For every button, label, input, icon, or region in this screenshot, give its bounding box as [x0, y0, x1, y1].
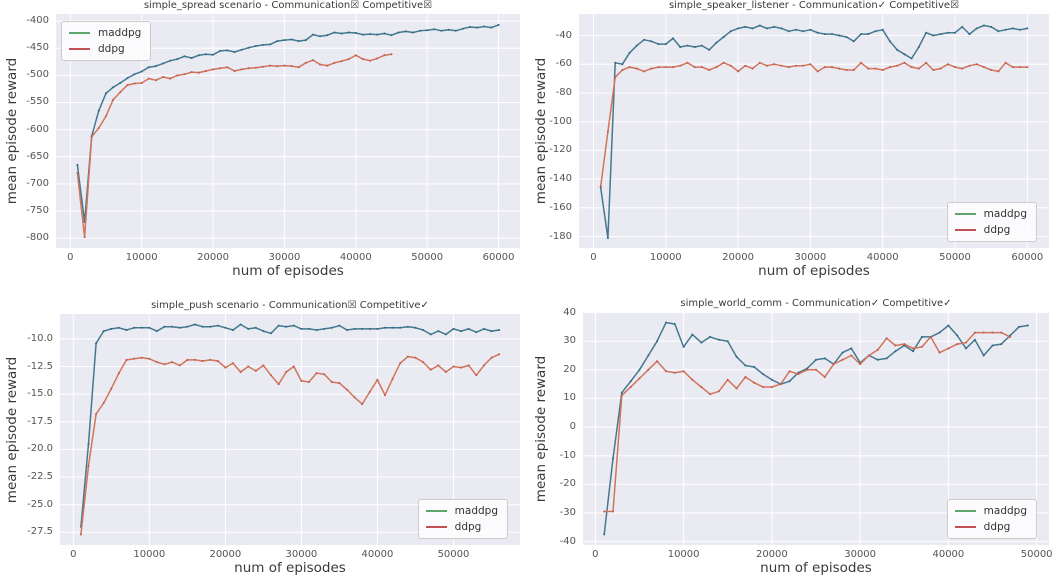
y-tick-label: 30 [563, 335, 576, 347]
legend-entry-ddpg: ddpg [954, 521, 1027, 533]
y-tick-label: -450 [26, 42, 49, 54]
x-axis-label: num of episodes [234, 560, 346, 576]
y-tick-label: -180 [549, 230, 572, 242]
x-tick-label: 40000 [339, 252, 372, 263]
legend-entry-ddpg: ddpg [954, 224, 1027, 236]
x-tick-label: 10000 [125, 252, 158, 263]
y-tick-label: 40 [563, 306, 576, 318]
legend-label-ddpg: ddpg [983, 224, 1011, 236]
x-tick-label: 50000 [939, 252, 971, 263]
y-tick-label: -40 [555, 29, 572, 41]
x-tick-label: 50000 [411, 252, 444, 263]
legend-label-maddpg: maddpg [98, 27, 142, 39]
legend-entry-maddpg: maddpg [954, 505, 1027, 517]
y-tick-label: -750 [26, 205, 49, 217]
maddpg-line-swatch [954, 510, 976, 512]
chart-title: simple_spread scenario - Communication☒ … [143, 0, 433, 11]
maddpg-line-swatch [954, 213, 976, 215]
legend-entry-maddpg: maddpg [425, 505, 498, 517]
x-tick-label: 10000 [667, 549, 700, 560]
x-tick-label: 0 [590, 252, 597, 263]
y-axis-label: mean episode reward [533, 355, 549, 502]
chart-title: simple_speaker_listener - Communication✓… [668, 0, 960, 11]
y-tick-label: -800 [26, 232, 49, 244]
legend: maddpg ddpg [417, 499, 508, 539]
ddpg-line-swatch [69, 48, 90, 50]
x-tick-label: 20000 [197, 252, 229, 263]
x-tick-label: 30000 [844, 549, 877, 560]
y-axis-label: mean episode reward [533, 57, 549, 205]
legend-label-maddpg: maddpg [983, 505, 1027, 517]
legend-label-maddpg: maddpg [454, 505, 498, 517]
legend-label-maddpg: maddpg [983, 208, 1027, 220]
legend-entry-ddpg: ddpg [425, 521, 498, 533]
legend-entry-maddpg: maddpg [69, 27, 141, 39]
x-tick-label: 30000 [268, 252, 301, 263]
x-tick-label: 30000 [794, 252, 827, 263]
x-tick-label: 10000 [649, 252, 682, 263]
x-tick-label: 20000 [209, 549, 242, 560]
x-tick-label: 30000 [285, 549, 318, 560]
chart-title: simple_push scenario - Communication☒ Co… [151, 300, 429, 311]
chart-simple-world-comm: simple_world_comm - Communication✓ Compe… [529, 290, 1058, 580]
legend: maddpg ddpg [946, 499, 1037, 539]
y-axis-label: mean episode reward [4, 356, 20, 503]
y-tick-label: -27.5 [27, 526, 53, 538]
legend: maddpg ddpg [946, 202, 1037, 242]
x-tick-label: 50000 [437, 549, 470, 560]
maddpg-line-swatch [69, 32, 90, 34]
y-tick-label: -30 [559, 506, 576, 518]
legend-label-ddpg: ddpg [98, 43, 125, 55]
x-tick-label: 0 [592, 549, 599, 560]
x-tick-label: 20000 [755, 549, 788, 560]
y-axis-label: mean episode reward [4, 57, 20, 205]
ddpg-line-swatch [954, 526, 976, 528]
x-tick-label: 40000 [361, 549, 394, 560]
x-tick-label: 60000 [1011, 252, 1044, 263]
chart-simple-speaker-listener: simple_speaker_listener - Communication✓… [529, 0, 1058, 290]
y-tick-label: -10.0 [27, 332, 53, 344]
x-tick-label: 0 [70, 549, 77, 560]
chart-simple-push-scenario: simple_push scenario - Communication☒ Co… [0, 290, 529, 580]
ddpg-line-swatch [425, 526, 447, 528]
chart-title: simple_world_comm - Communication✓ Compe… [680, 298, 952, 309]
x-tick-label: 50000 [1020, 549, 1053, 560]
x-axis-label: num of episodes [232, 263, 344, 279]
legend-entry-ddpg: ddpg [69, 43, 141, 55]
legend: maddpg ddpg [61, 21, 152, 61]
x-tick-label: 40000 [866, 252, 899, 263]
x-axis-label: num of episodes [758, 263, 870, 279]
x-axis-label: num of episodes [760, 560, 872, 576]
x-tick-label: 20000 [722, 252, 754, 263]
ddpg-line-swatch [954, 229, 976, 231]
y-tick-label: -400 [26, 15, 49, 27]
chart-simple-spread-scenario: simple_spread scenario - Communication☒ … [0, 0, 529, 290]
legend-label-ddpg: ddpg [983, 521, 1011, 533]
maddpg-line-swatch [425, 510, 447, 512]
x-tick-label: 60000 [482, 252, 515, 263]
legend-label-ddpg: ddpg [454, 521, 482, 533]
y-tick-label: -40 [559, 535, 576, 547]
x-tick-label: 0 [67, 252, 74, 263]
legend-entry-maddpg: maddpg [954, 208, 1027, 220]
x-tick-label: 40000 [932, 549, 965, 560]
x-tick-label: 10000 [133, 549, 166, 560]
